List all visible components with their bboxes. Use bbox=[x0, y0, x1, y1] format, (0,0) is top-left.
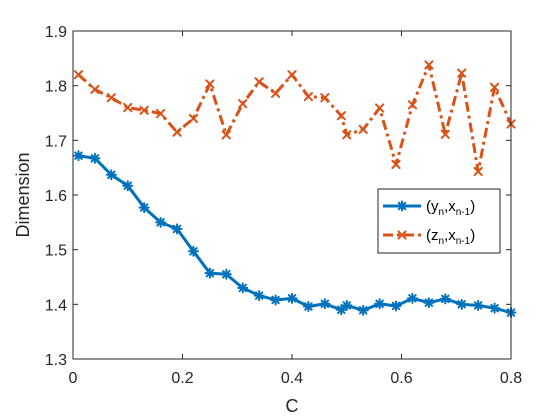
data-point bbox=[156, 108, 166, 119]
data-point bbox=[342, 130, 352, 140]
data-point bbox=[220, 268, 232, 280]
legend-label-series-1-base: (y bbox=[426, 198, 439, 215]
y-tick-label: 1.8 bbox=[45, 79, 67, 96]
data-point bbox=[489, 302, 501, 314]
y-tick-label: 1.9 bbox=[45, 24, 67, 41]
x-tick-label: 0.4 bbox=[281, 370, 303, 387]
tick-layer: 0 0.2 0.4 0.6 0.8 1.3 1.4 1.5 1.6 1.7 1.8 1.9 bbox=[45, 24, 522, 387]
series-layer bbox=[72, 60, 517, 319]
legend-entry-series-2: (zn,xn-1) bbox=[383, 227, 475, 247]
legend-box bbox=[377, 188, 501, 254]
data-point bbox=[172, 127, 182, 137]
legend-marker-glyph bbox=[396, 200, 408, 212]
data-point bbox=[89, 152, 101, 164]
data-point bbox=[106, 93, 116, 103]
y-tick-label: 1.6 bbox=[45, 188, 67, 205]
x-tick-label: 0 bbox=[69, 370, 78, 387]
legend-label-series-1: (yn,xn-1) bbox=[426, 198, 475, 218]
data-point bbox=[375, 103, 385, 113]
data-point bbox=[187, 245, 199, 257]
data-point bbox=[171, 223, 183, 235]
data-point bbox=[423, 297, 435, 309]
legend-label-series-1-mid: ,x bbox=[444, 198, 456, 215]
data-point bbox=[473, 166, 483, 177]
legend-entry-series-1: (yn,xn-1) bbox=[383, 198, 475, 218]
data-point bbox=[341, 299, 353, 311]
data-point bbox=[205, 79, 215, 89]
data-point bbox=[270, 294, 282, 306]
series-2 bbox=[73, 60, 516, 177]
data-point bbox=[204, 267, 216, 279]
legend-label-series-2-sub2: n-1 bbox=[456, 236, 471, 247]
legend-label-series-2: (zn,xn-1) bbox=[426, 227, 475, 247]
data-point bbox=[221, 130, 231, 140]
data-point bbox=[472, 299, 484, 311]
y-tick-label: 1.4 bbox=[45, 297, 67, 314]
legend-label-series-1-sub2: n-1 bbox=[456, 207, 471, 218]
legend-label-series-2-sub1: n bbox=[439, 236, 445, 247]
data-point bbox=[407, 100, 418, 110]
y-tick-label: 1.5 bbox=[45, 243, 67, 260]
data-point bbox=[358, 124, 368, 134]
data-point bbox=[320, 93, 330, 103]
data-point bbox=[122, 180, 134, 192]
legend-label-series-2-base: (z bbox=[426, 227, 439, 244]
series-line-1 bbox=[78, 154, 512, 314]
data-point bbox=[253, 290, 265, 302]
data-point bbox=[138, 202, 150, 214]
data-point bbox=[456, 298, 468, 310]
data-point bbox=[302, 301, 314, 313]
data-point bbox=[237, 282, 249, 294]
data-point bbox=[155, 216, 167, 228]
data-point bbox=[424, 60, 434, 70]
data-point bbox=[390, 300, 402, 312]
legend: (yn,xn-1) (zn,xn-1) bbox=[377, 188, 501, 254]
y-axis-label: Dimension bbox=[13, 152, 33, 237]
x-tick-label: 0.6 bbox=[390, 370, 412, 387]
data-point bbox=[336, 111, 346, 121]
x-tick-label: 0.8 bbox=[500, 370, 522, 387]
data-point bbox=[303, 92, 314, 102]
data-point bbox=[254, 77, 264, 87]
data-point bbox=[72, 150, 84, 162]
data-point bbox=[105, 169, 117, 181]
data-point bbox=[439, 293, 451, 305]
data-point bbox=[238, 99, 248, 109]
data-point bbox=[139, 105, 149, 115]
data-point bbox=[374, 298, 386, 310]
data-point bbox=[287, 70, 297, 80]
data-point bbox=[123, 102, 133, 113]
data-point bbox=[440, 129, 450, 139]
y-tick-label: 1.3 bbox=[45, 352, 67, 369]
x-tick-label: 0.2 bbox=[171, 370, 193, 387]
data-point bbox=[188, 113, 199, 124]
legend-marker-series-1 bbox=[396, 200, 408, 212]
y-tick-label: 1.7 bbox=[45, 133, 67, 150]
series-line-2 bbox=[77, 63, 513, 173]
data-point bbox=[406, 292, 418, 304]
legend-label-series-2-end: ) bbox=[470, 227, 475, 244]
data-point bbox=[90, 84, 100, 95]
data-point bbox=[391, 159, 401, 169]
x-axis-label: C bbox=[286, 396, 299, 416]
data-point bbox=[73, 70, 84, 80]
legend-label-series-2-mid: ,x bbox=[444, 227, 456, 244]
data-point bbox=[319, 298, 331, 310]
data-point bbox=[357, 304, 369, 316]
legend-label-series-1-sub1: n bbox=[439, 207, 445, 218]
data-point bbox=[457, 68, 467, 78]
legend-label-series-1-end: ) bbox=[470, 198, 475, 215]
data-point bbox=[286, 292, 298, 304]
series-1 bbox=[72, 150, 517, 319]
legend-marker-series-2 bbox=[397, 230, 407, 240]
data-point bbox=[270, 88, 281, 98]
data-point bbox=[489, 82, 500, 92]
legend-marker-glyph bbox=[397, 230, 407, 240]
